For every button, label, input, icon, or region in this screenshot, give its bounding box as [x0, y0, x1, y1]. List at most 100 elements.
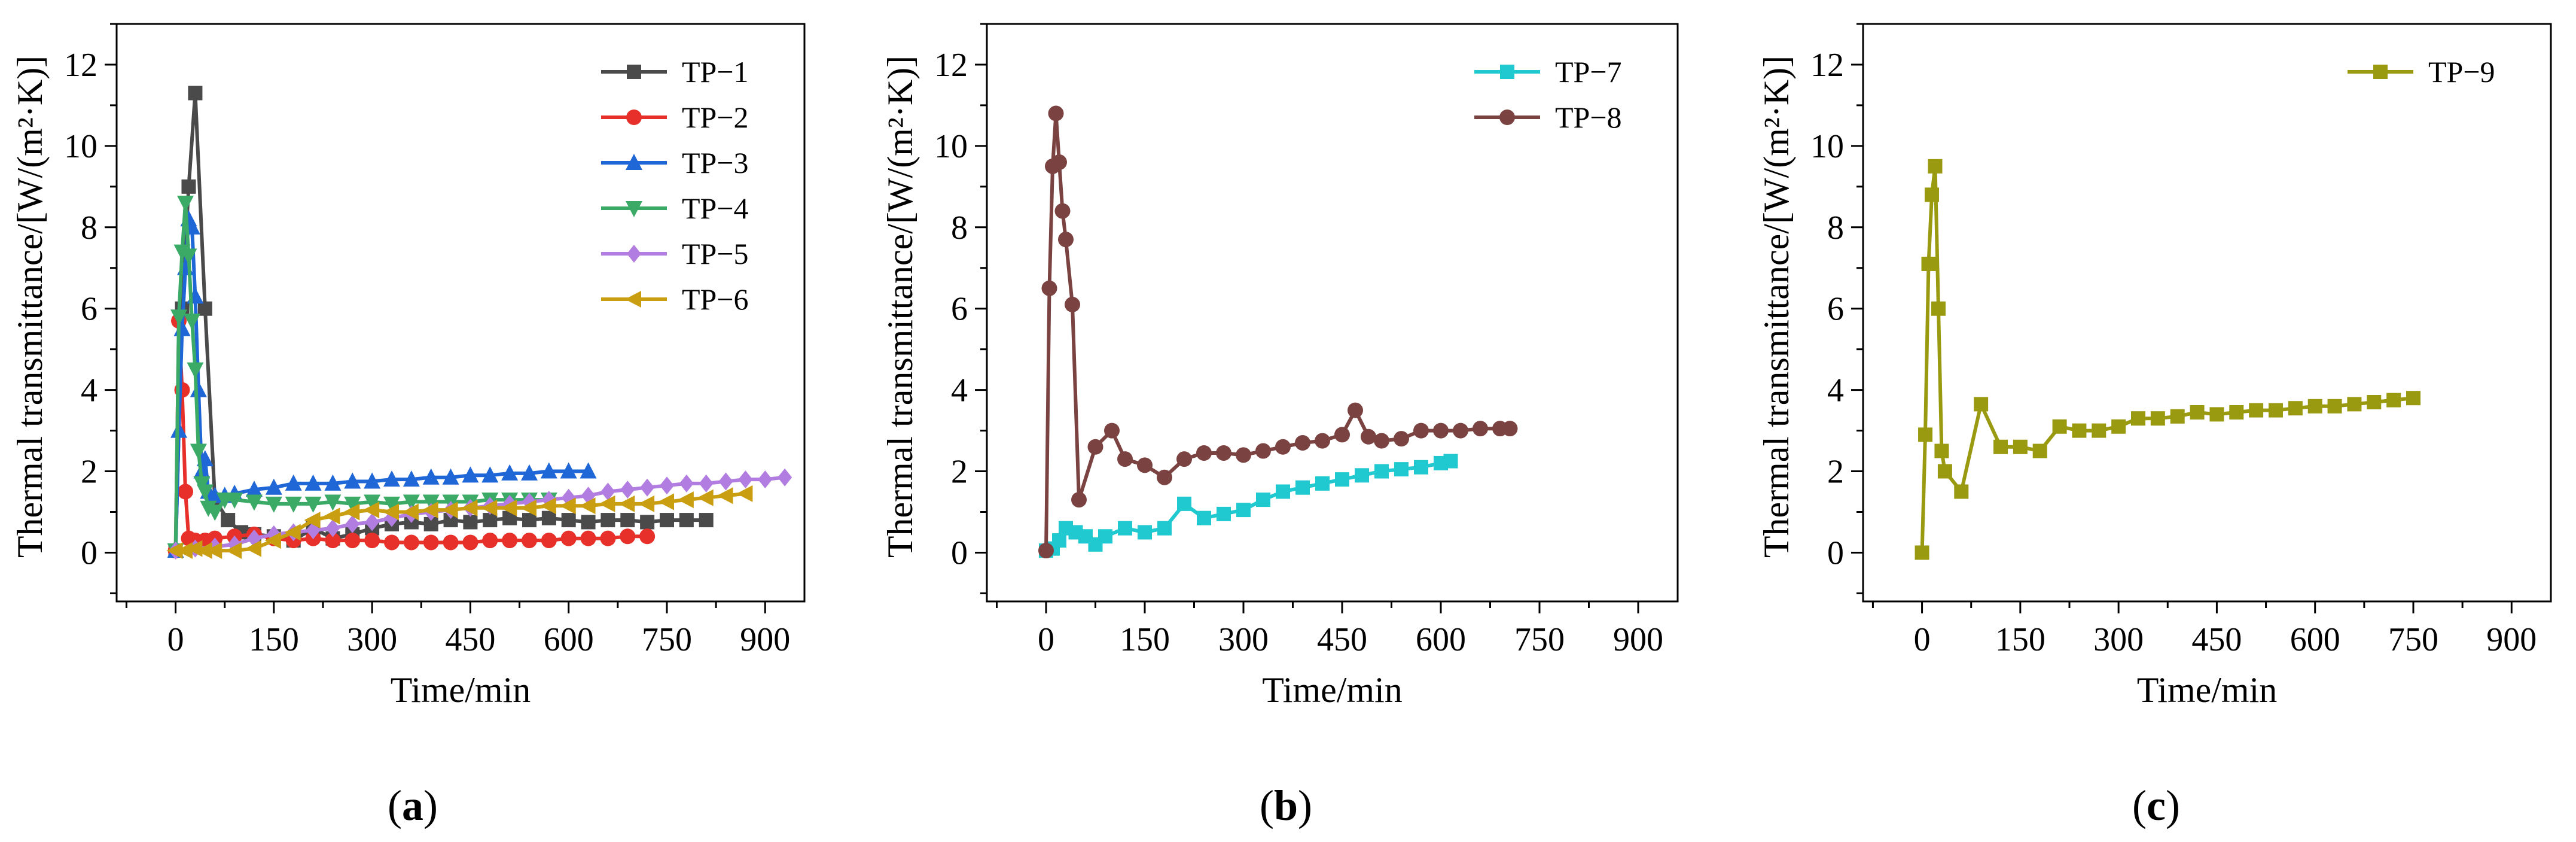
legend-marker-tp-8	[1499, 110, 1515, 125]
data-point	[345, 533, 361, 549]
data-point	[758, 470, 773, 489]
data-point	[264, 532, 281, 549]
data-point	[699, 513, 714, 528]
data-point	[738, 470, 753, 489]
legend-marker-tp-6	[625, 291, 641, 308]
x-tick-label: 150	[1120, 621, 1170, 658]
panel-label: (c)	[2132, 782, 2180, 829]
data-point	[1374, 464, 1389, 479]
data-point	[1414, 460, 1428, 475]
data-point	[2131, 411, 2145, 426]
legend: TP−1 TP−2 TP−3 TP−4 TP−5 TP−6	[601, 55, 749, 316]
data-point	[187, 362, 204, 379]
y-tick-label: 4	[951, 372, 968, 409]
panel-b: 0 150 300 450 600 750 900 0 2 4 6 8 10 12 Time/min Ther…	[880, 23, 1679, 829]
data-point	[384, 534, 400, 551]
data-point	[225, 542, 242, 560]
data-point	[580, 530, 596, 546]
data-point	[1256, 493, 1270, 507]
data-point	[188, 86, 203, 101]
series-tp-8	[1038, 105, 1518, 559]
data-point	[1453, 422, 1468, 439]
data-point	[2386, 393, 2401, 408]
data-point	[541, 510, 556, 525]
series-line-tp-9	[1920, 164, 2414, 553]
data-point	[1216, 445, 1231, 461]
data-point	[324, 474, 342, 491]
legend: TP−9	[2348, 55, 2495, 89]
data-point	[383, 496, 400, 513]
y-tick-label: 12	[1810, 47, 1844, 84]
data-point	[481, 499, 498, 516]
data-point	[1954, 484, 1969, 499]
data-point	[422, 501, 438, 519]
series-tp-6	[166, 485, 753, 560]
data-point	[2052, 419, 2067, 434]
data-point	[1355, 468, 1369, 483]
data-point	[193, 476, 211, 493]
data-point	[1052, 533, 1066, 548]
data-point	[1413, 422, 1429, 439]
panel-label: (a)	[388, 782, 438, 829]
legend-label-tp-3: TP−3	[682, 146, 749, 180]
x-tick-label: 600	[1416, 621, 1466, 658]
data-point	[245, 540, 261, 557]
x-tick-label: 300	[2093, 621, 2144, 658]
data-point	[344, 496, 361, 513]
x-tick-label: 450	[1317, 621, 1367, 658]
data-point	[2229, 405, 2244, 420]
data-point	[221, 513, 236, 528]
data-point	[579, 497, 596, 515]
data-point	[196, 484, 214, 501]
data-point	[1197, 510, 1211, 525]
data-point	[679, 474, 694, 493]
y-tick-label: 12	[64, 47, 97, 84]
data-point	[363, 501, 380, 519]
data-point	[166, 542, 183, 560]
data-point	[461, 499, 478, 516]
data-point	[423, 534, 439, 551]
data-point	[173, 244, 191, 261]
series-tp-9	[1915, 159, 2420, 560]
data-point	[1921, 256, 1936, 271]
data-point	[482, 533, 498, 549]
data-point	[1315, 476, 1330, 491]
data-point	[2249, 403, 2264, 418]
y-tick-label: 10	[934, 128, 968, 165]
legend-marker-tp-1	[627, 65, 641, 79]
data-point	[285, 474, 302, 491]
data-point	[170, 309, 188, 326]
data-point	[304, 496, 322, 513]
data-point	[581, 515, 596, 530]
legend-label-tp-1: TP−1	[682, 55, 749, 89]
data-point	[304, 474, 322, 491]
data-point	[541, 533, 557, 549]
data-point	[462, 466, 479, 483]
data-point	[1255, 443, 1271, 459]
data-point	[364, 494, 381, 511]
data-point	[364, 533, 380, 549]
data-point	[246, 481, 263, 497]
data-point	[422, 468, 440, 485]
data-point	[463, 515, 478, 530]
data-point	[190, 443, 207, 460]
data-point	[246, 494, 263, 511]
panel-a: 0 150 300 450 600 750 900 0 2 4 6 8 10 12 Time/min Ther…	[10, 23, 806, 829]
data-point	[560, 462, 577, 479]
data-point	[190, 381, 207, 397]
legend-marker-tp-7	[1500, 65, 1514, 79]
data-point	[1051, 154, 1067, 171]
data-point	[522, 513, 536, 528]
data-point	[1348, 402, 1363, 418]
plot-frame	[115, 23, 806, 603]
data-point	[1157, 521, 1172, 536]
data-point	[1433, 422, 1449, 439]
data-point	[403, 470, 420, 487]
data-point	[462, 534, 478, 551]
x-tick-label: 150	[249, 621, 299, 658]
data-point	[501, 499, 517, 516]
y-tick-label: 2	[81, 454, 97, 491]
data-point	[1993, 439, 2008, 454]
data-point	[1118, 521, 1132, 536]
